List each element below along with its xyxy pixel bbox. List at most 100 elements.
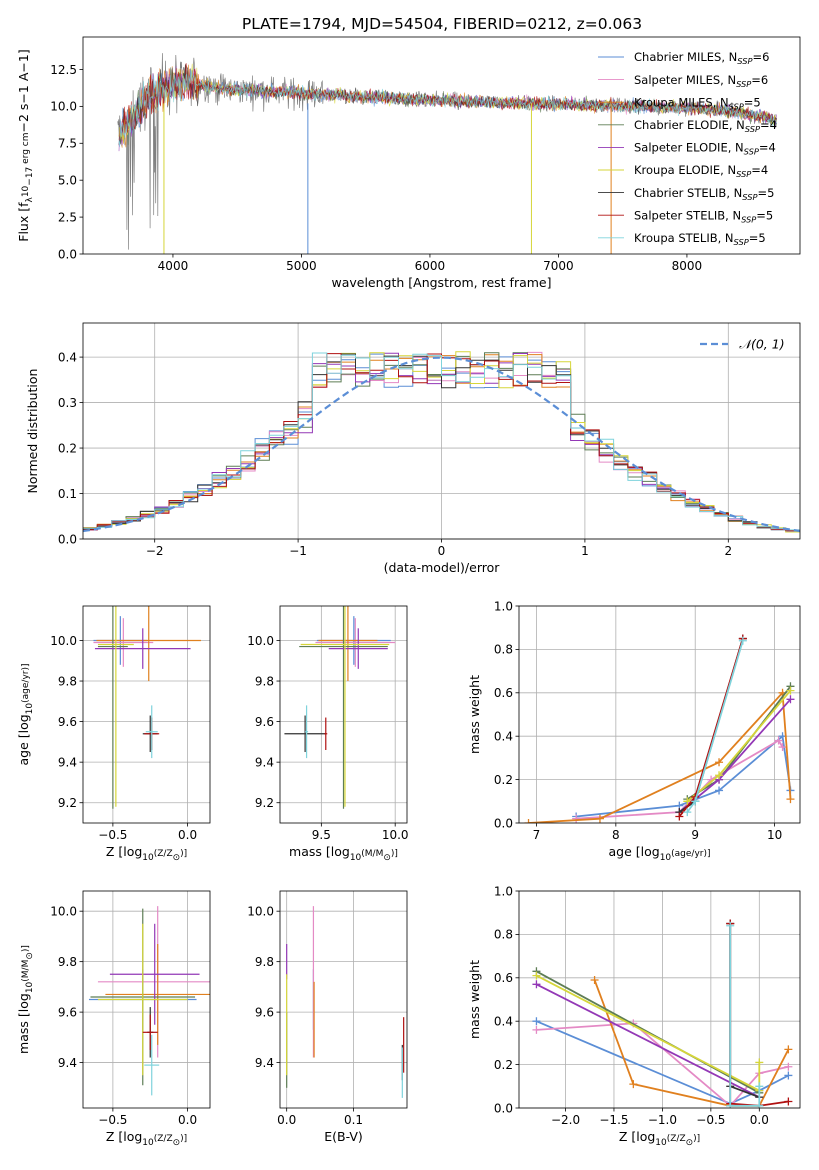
plot-area [284, 606, 396, 809]
y-tick-label: 0.8 [494, 928, 513, 942]
y-tick-label: 0.2 [494, 1058, 513, 1072]
residual-legend: 𝒩(0, 1) [700, 337, 785, 352]
label-part: 10 [25, 981, 35, 993]
mass-weight-marker [629, 1080, 638, 1089]
x-tick-label: −2.0 [551, 1113, 580, 1127]
y-tick-label: 9.8 [255, 955, 274, 969]
mass-weight-marker [784, 1071, 793, 1080]
y-tick-label: 10.0 [50, 100, 77, 114]
error-bar-point [299, 606, 388, 809]
mass-weight-marker [726, 1101, 735, 1108]
label-part: λ [25, 197, 35, 203]
mass-weight-marker [786, 795, 795, 804]
y-tick-label: 9.6 [255, 1005, 274, 1019]
mass-vs-metallicity-panel: −0.5 0.09.49.69.810.0Z [log10(Z/Z⊙)]mass … [16, 890, 211, 1148]
legend-text: Kroupa STELIB, N [634, 231, 734, 245]
model-spectrum-line [118, 64, 777, 145]
legend-count: =5 [744, 95, 761, 109]
legend-text: Salpeter MILES, N [634, 73, 736, 87]
mass-weight-marker [778, 743, 787, 752]
label-part: ] [16, 49, 31, 54]
label-part: Z [log [106, 844, 142, 859]
error-bar-point [97, 606, 134, 807]
axes-frame [82, 36, 801, 255]
mass-weight-marker [786, 695, 795, 704]
legend-subscript: SSP [734, 237, 749, 247]
mass-weight-marker [715, 771, 724, 780]
x-tick-label: 0.0 [277, 1113, 296, 1127]
y-tick-label: 9.6 [255, 715, 274, 729]
x-axis-label: wavelength [Angstrom, rest frame] [331, 275, 551, 290]
y-tick-label: 9.6 [58, 715, 77, 729]
x-tick-label: −1.5 [599, 1113, 628, 1127]
label-part: −2 [16, 114, 31, 132]
x-tick-label: 0.0 [750, 1113, 769, 1127]
mass-weight-marker [532, 971, 541, 980]
legend-entry-label: Kroupa STELIB, NSSP=5 [634, 231, 766, 247]
y-tick-label: 10.0 [50, 634, 77, 648]
error-bar-point [300, 606, 390, 807]
x-tick-label: −0.5 [98, 828, 127, 842]
figure-title: PLATE=1794, MJD=54504, FIBERID=0212, z=0… [242, 15, 642, 33]
label-part: mass [log [16, 993, 31, 1054]
x-tick-label: 8000 [672, 259, 703, 273]
label-part: 10 [655, 1138, 667, 1148]
label-part: ⊙ [173, 1138, 181, 1148]
error-bar-point [97, 923, 188, 1076]
x-tick-label: 2 [724, 544, 732, 558]
legend-entry-label: Chabrier STELIB, NSSP=5 [634, 186, 774, 202]
error-bar-point [318, 606, 378, 682]
legend-text: Kroupa MILES, N [634, 95, 729, 109]
legend-count: =5 [757, 186, 774, 200]
plot-area [83, 351, 800, 533]
mass-weight-marker [786, 686, 795, 695]
label-part: −1 [16, 85, 31, 103]
legend-entry-label: 𝒩(0, 1) [739, 337, 785, 352]
legend-text: Chabrier STELIB, N [634, 186, 742, 200]
mass-weight-marker [774, 736, 783, 745]
age-vs-metallicity-panel: −0.5 0.09.29.49.69.810.0Z [log10(Z/Z⊙)]ag… [16, 605, 211, 863]
x-tick-label: 9.5 [312, 828, 331, 842]
y-tick-label: 10.0 [247, 634, 274, 648]
x-axis-label: E(B-V) [324, 1129, 363, 1144]
plot-area [117, 53, 777, 254]
spectrum-panel: 4000 5000 6000 7000 8000 0.0 2.5 5.0 7.5 10.0 12.5… [16, 36, 801, 290]
y-tick-label: 0.4 [58, 350, 77, 364]
axes-frame [82, 322, 801, 540]
label-part: 10 [142, 1138, 154, 1148]
mass-weight-series-line [535, 983, 760, 1099]
mass-weight-series-line [536, 1020, 789, 1105]
mass-weight-marker [755, 1082, 764, 1091]
legend-subscript: SSP [737, 56, 752, 66]
label-part: 10 [142, 853, 154, 863]
legend-count: =4 [759, 141, 776, 155]
error-bar-point [97, 606, 128, 809]
label-part: Z [log [619, 1129, 655, 1144]
y-tick-label: 9.6 [58, 1005, 77, 1019]
legend-subscript: SSP [729, 101, 744, 111]
label-part: mass [log [289, 844, 350, 859]
label-part: −17 [25, 167, 35, 186]
legend-entry-label: Salpeter STELIB, NSSP=5 [634, 208, 773, 224]
axes-frame [518, 605, 801, 824]
y-tick-label: 0.6 [494, 686, 513, 700]
mass-weight-marker [532, 980, 541, 989]
y-tick-label: 9.4 [255, 1056, 274, 1070]
mass-weight-series-line [678, 638, 744, 818]
mass-weight-marker [675, 812, 684, 821]
y-tick-label: 9.2 [255, 796, 274, 810]
mass-weight-series-line [576, 734, 792, 818]
y-tick-label: 9.8 [255, 674, 274, 688]
error-bar-point [315, 618, 396, 667]
plot-area [524, 634, 795, 823]
legend-count: =6 [752, 50, 769, 64]
y-axis-label: Normed distribution [25, 369, 40, 494]
legend-text: Chabrier ELODIE, N [634, 118, 745, 132]
mass-weight-marker [691, 797, 700, 806]
label-part: s [16, 104, 31, 115]
label-part: (M/M [361, 849, 383, 859]
label-part: (age/yr)] [671, 849, 710, 859]
legend-text: Salpeter STELIB, N [634, 208, 741, 222]
mass-weight-series-line [686, 640, 744, 813]
y-tick-label: 0.0 [58, 247, 77, 261]
